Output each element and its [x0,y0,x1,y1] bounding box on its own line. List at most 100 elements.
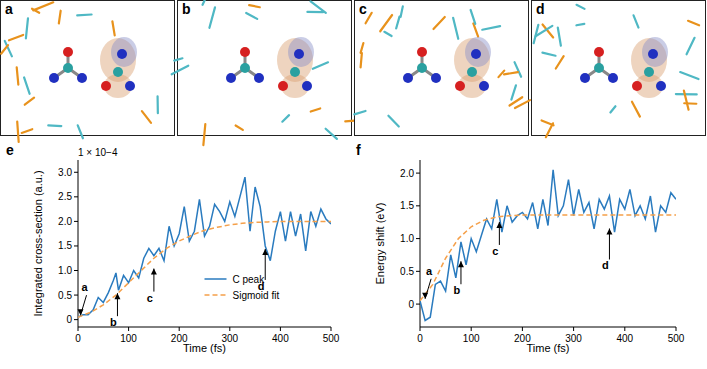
atom [417,47,427,57]
solvent-stick [482,26,500,30]
atom [77,73,87,83]
x-tick-label: 400 [272,333,289,344]
atom [471,49,481,59]
solvent-stick [504,72,518,74]
series-line [420,215,676,301]
solvent-stick [388,116,398,127]
panel-label: c [359,1,367,17]
solvent-stick [634,15,639,27]
atom [431,73,441,83]
atom [240,63,250,73]
chart: f010020030040050000.51.01.52.0Time (fs)E… [356,142,685,354]
x-tick [78,327,79,331]
legend-swatch [205,294,227,296]
solvent-stick [112,21,114,35]
y-tick [416,304,420,305]
solvent-stick [361,43,364,53]
solvent-stick [433,17,444,29]
solvent-stick [453,18,458,39]
solvent-stick [48,124,61,127]
x-tick [420,327,421,331]
solvent-stick [556,56,564,68]
figure: abcde1 × 10−4010020030040050000.51.01.52… [0,0,707,369]
y-tick-label: 2.0 [58,216,72,227]
solvent-stick [33,2,53,10]
orbital-lobe [100,38,136,82]
y-tick [416,205,420,206]
solvent-stick [546,123,553,137]
atom [290,67,300,77]
annotation-arrowhead [151,269,157,275]
solvent-stick [78,125,83,138]
annotation-arrowhead [496,222,502,228]
solvent-stick [249,5,260,7]
orbital-lobe [288,37,314,67]
x-tick [280,327,281,331]
x-tick-label: 500 [323,333,340,344]
orbital-lobe [642,37,668,67]
solvent-stick [610,106,615,112]
y-tick-label: 1.0 [400,233,414,244]
solvent-stick [203,0,209,5]
panel-label: b [182,1,191,17]
panel-frame [532,1,706,136]
annotation: b [454,284,461,296]
legend-label: Sigmoid fit [233,290,280,301]
solvent-stick [396,17,399,29]
y-axis [78,160,79,327]
solvent-stick [576,24,584,25]
y-tick-label: 1.0 [58,265,72,276]
solvent-stick [534,25,539,43]
atom [467,67,477,77]
solvent-stick [311,108,320,111]
solvent-stick [632,102,640,117]
x-tick-label: 500 [668,333,685,344]
solvent-stick [142,111,151,123]
panel-label: f [356,142,361,158]
solvent-stick [676,93,697,96]
y-tick-label: 2.5 [58,191,72,202]
solvent-stick [313,62,328,68]
panel-frame [355,1,529,136]
atom [117,49,127,59]
x-tick [624,327,625,331]
atom [580,73,590,83]
solvent-stick [22,129,33,133]
annotation-arrowhead [422,293,428,299]
orbital-lobe [454,38,490,82]
annotation-arrowhead [78,309,84,315]
solvent-stick [26,18,28,38]
y-tick [416,271,420,272]
solvent-stick [209,7,215,27]
solvent-stick [17,67,19,84]
x-tick [522,327,523,331]
annotation-arrowhead [114,293,120,299]
annotation: b [110,316,117,328]
atom [101,81,111,91]
legend: C peakSigmoid fit [205,274,280,301]
solvent-stick [577,5,585,9]
y-tick-label: 1.5 [400,200,414,211]
atom [455,81,465,91]
x-tick [676,327,677,331]
solvent-stick [172,66,189,75]
solvent-stick [174,58,182,60]
solvent-stick [687,38,695,54]
solvent-stick [401,6,403,16]
atom [240,47,250,57]
solvent-stick [17,122,18,142]
panel-frame [1,1,175,136]
axis-multiplier: 1 × 10−4 [78,147,118,158]
atom [63,47,73,57]
solvent-stick [77,13,91,16]
solvent-stick [384,32,391,36]
snapshot-panel: d [532,1,706,138]
orbital-lobe [111,37,137,67]
orbital-lobe [631,38,667,82]
series-line [420,170,676,321]
solvent-stick [307,11,323,13]
x-tick-label: 400 [616,333,633,344]
atom [479,81,489,91]
x-tick-label: 0 [417,333,423,344]
solvent-stick [558,27,561,45]
